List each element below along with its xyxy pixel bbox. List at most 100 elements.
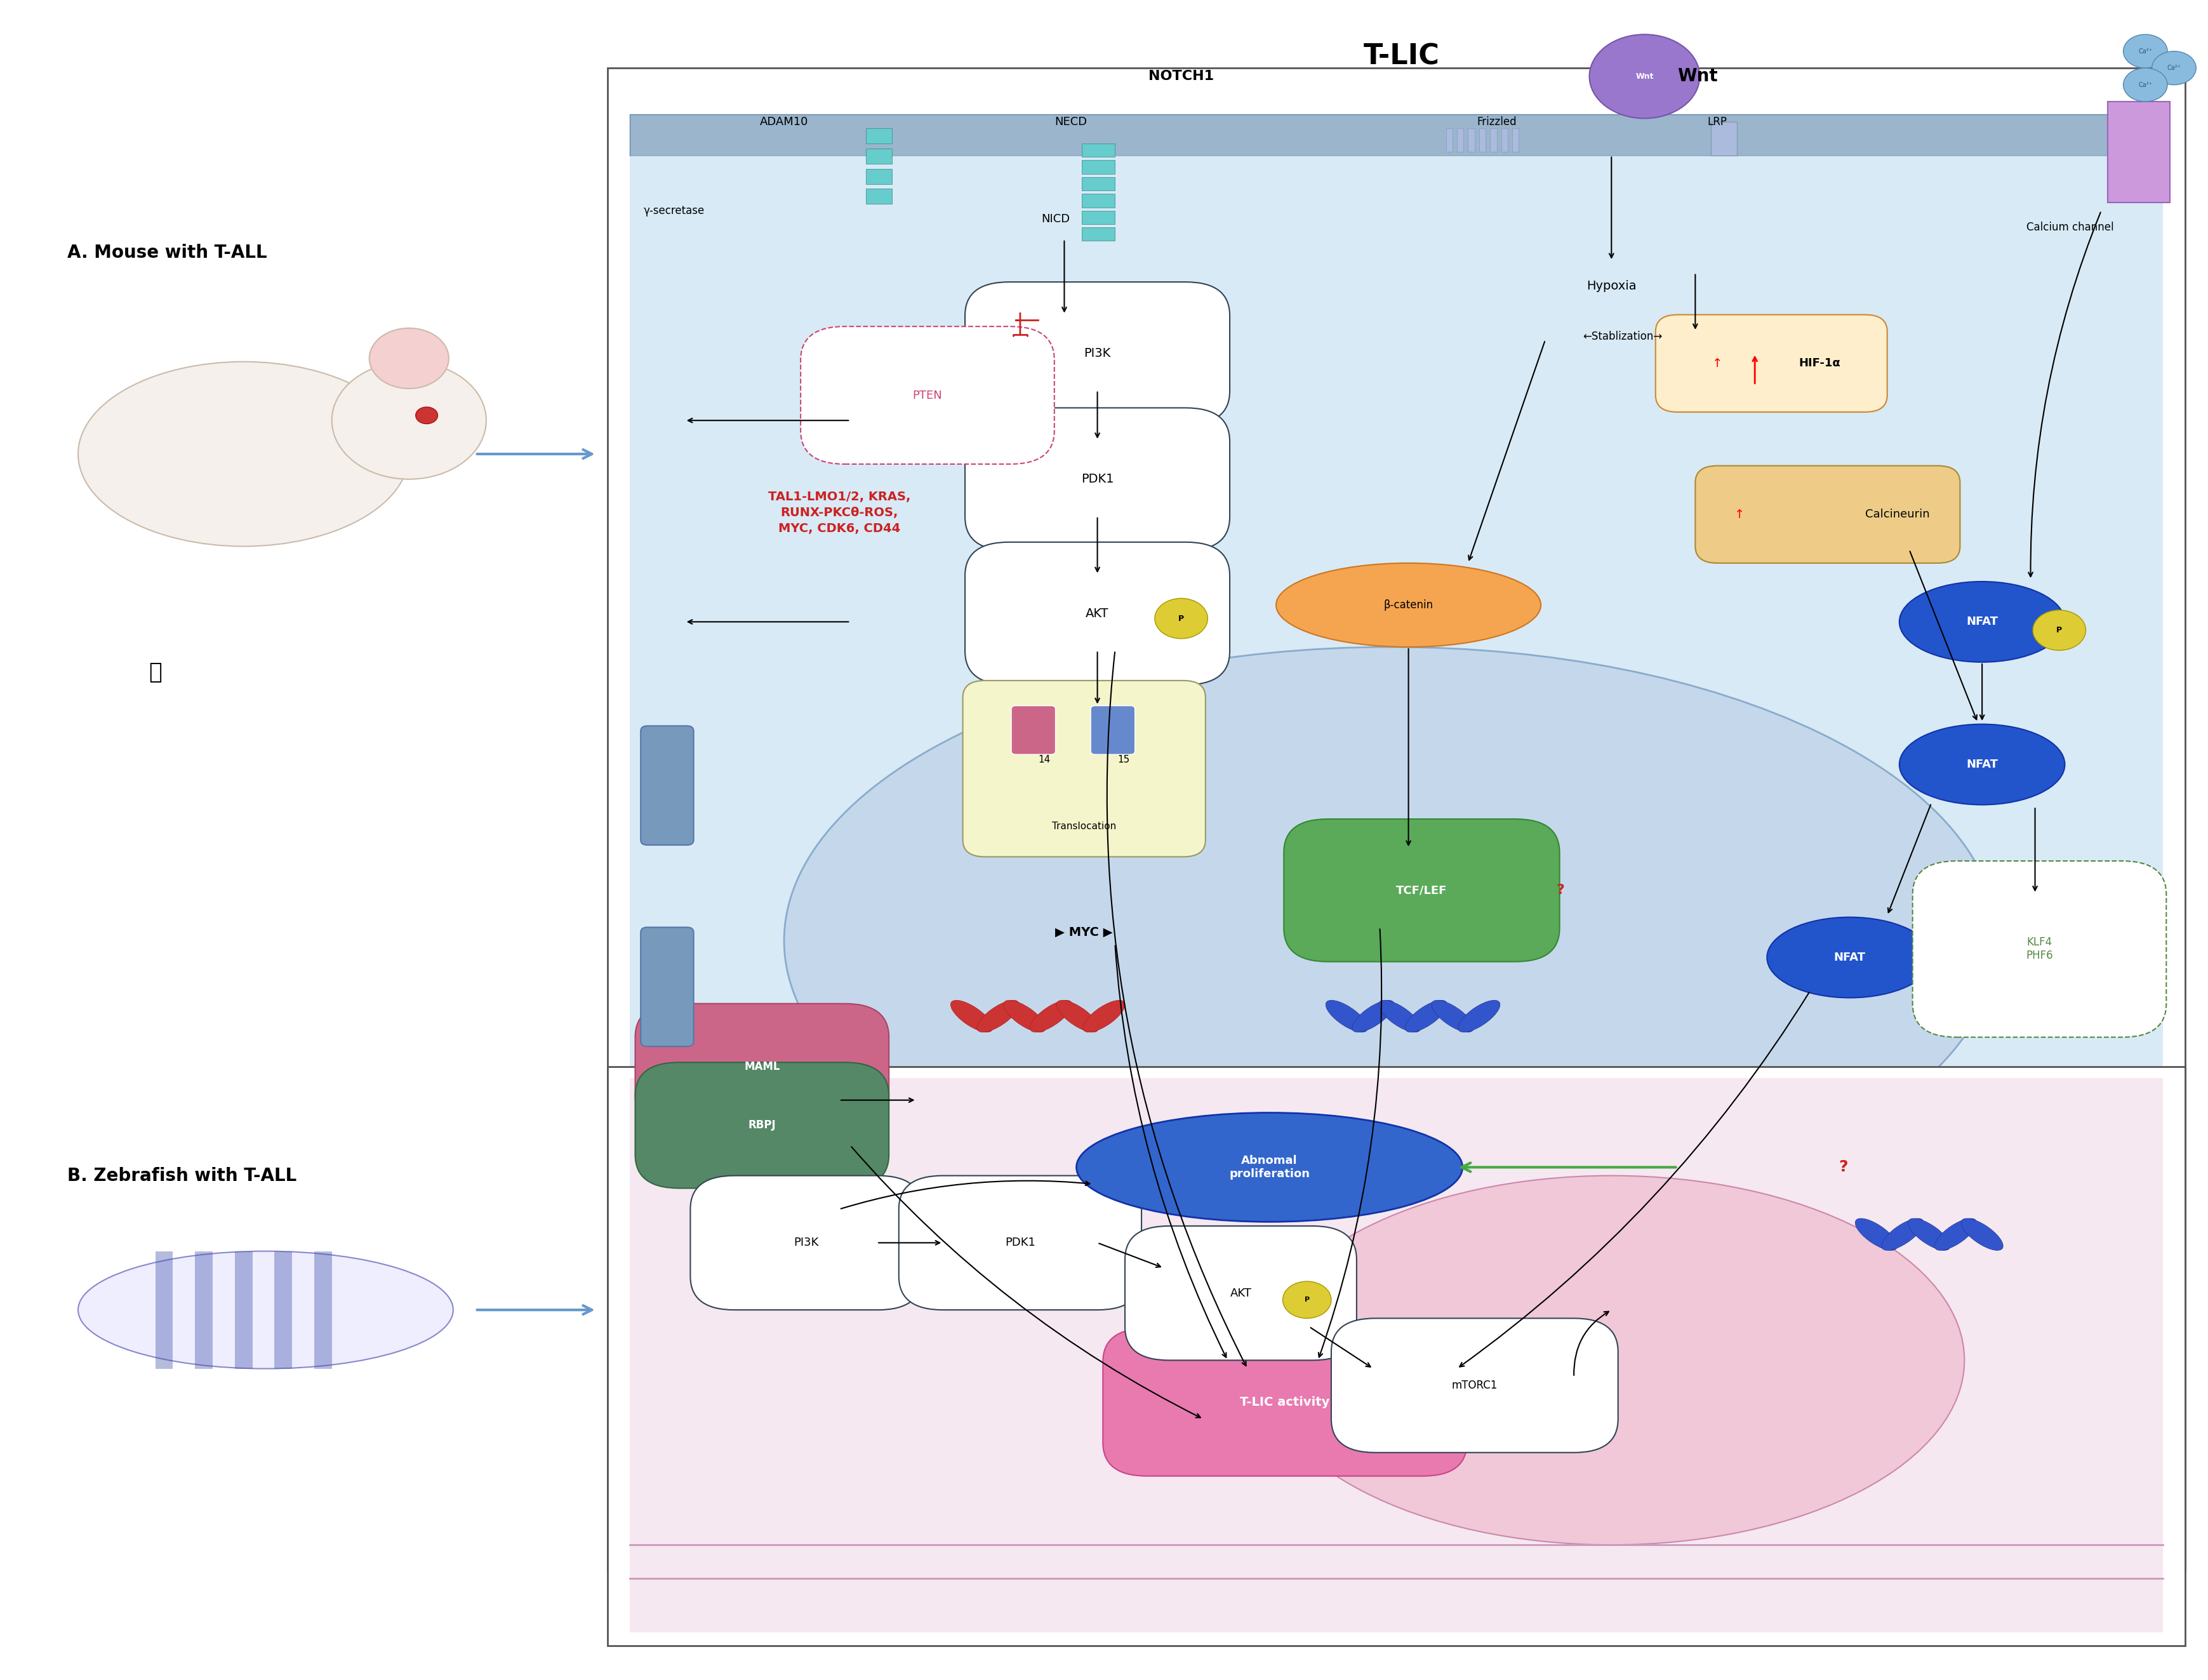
Ellipse shape	[1078, 1112, 1462, 1221]
FancyBboxPatch shape	[1082, 227, 1115, 240]
Ellipse shape	[1766, 917, 1932, 998]
FancyBboxPatch shape	[1457, 128, 1464, 151]
FancyBboxPatch shape	[802, 326, 1055, 464]
Ellipse shape	[1259, 1176, 1965, 1546]
FancyBboxPatch shape	[1912, 860, 2166, 1037]
Text: mTORC1: mTORC1	[1451, 1379, 1497, 1391]
FancyBboxPatch shape	[691, 1176, 923, 1310]
FancyBboxPatch shape	[1082, 210, 1115, 223]
Circle shape	[2124, 35, 2168, 67]
Ellipse shape	[691, 1109, 733, 1141]
FancyBboxPatch shape	[965, 282, 1230, 425]
Ellipse shape	[1908, 1218, 1950, 1250]
FancyBboxPatch shape	[607, 67, 2186, 1571]
Text: ▶ MYC ▶: ▶ MYC ▶	[1055, 926, 1113, 939]
Text: PDK1: PDK1	[1082, 474, 1113, 486]
FancyBboxPatch shape	[1104, 1329, 1466, 1477]
Text: ADAM10: ADAM10	[760, 116, 808, 128]
Circle shape	[1283, 1282, 1331, 1319]
Circle shape	[2034, 610, 2087, 650]
FancyBboxPatch shape	[963, 680, 1206, 857]
Ellipse shape	[1431, 1000, 1473, 1032]
Ellipse shape	[978, 1000, 1020, 1032]
FancyBboxPatch shape	[1501, 128, 1508, 151]
Text: RBPJ: RBPJ	[749, 1119, 775, 1131]
FancyBboxPatch shape	[274, 1252, 291, 1369]
Text: ←Stablization→: ←Stablization→	[1583, 331, 1663, 343]
Ellipse shape	[784, 647, 1998, 1235]
Ellipse shape	[1899, 724, 2064, 805]
FancyBboxPatch shape	[1696, 465, 1961, 563]
Ellipse shape	[1899, 581, 2064, 662]
FancyBboxPatch shape	[1082, 143, 1115, 156]
Text: NFAT: NFAT	[1965, 759, 1998, 769]
Ellipse shape	[1378, 1000, 1420, 1032]
Text: Ca²⁺: Ca²⁺	[2166, 66, 2182, 71]
FancyBboxPatch shape	[234, 1252, 252, 1369]
FancyBboxPatch shape	[640, 726, 693, 845]
FancyBboxPatch shape	[866, 168, 892, 183]
FancyBboxPatch shape	[314, 1252, 331, 1369]
Text: TAL1-LMO1/2, KRAS,
RUNX-PKCθ-ROS,
MYC, CDK6, CD44: TAL1-LMO1/2, KRAS, RUNX-PKCθ-ROS, MYC, C…	[768, 491, 910, 534]
Text: 14: 14	[1038, 754, 1051, 764]
Ellipse shape	[1351, 1000, 1393, 1032]
Text: KLF4
PHF6: KLF4 PHF6	[2027, 937, 2053, 961]
Text: Frizzled: Frizzled	[1477, 116, 1517, 128]
Text: Calcineurin: Calcineurin	[1866, 509, 1930, 521]
Text: PI3K: PI3K	[1084, 348, 1111, 360]
FancyBboxPatch shape	[866, 188, 892, 203]
Text: Ca²⁺: Ca²⁺	[2137, 82, 2153, 87]
FancyBboxPatch shape	[965, 543, 1230, 685]
Ellipse shape	[1005, 1000, 1047, 1032]
Ellipse shape	[1934, 1218, 1976, 1250]
Text: β-catenin: β-catenin	[1384, 600, 1433, 612]
FancyBboxPatch shape	[1711, 121, 1738, 155]
Ellipse shape	[77, 1252, 453, 1369]
Text: P: P	[2056, 627, 2062, 635]
Text: P: P	[1179, 615, 1183, 623]
FancyBboxPatch shape	[1011, 706, 1055, 754]
Text: P: P	[1305, 1297, 1309, 1304]
FancyBboxPatch shape	[1124, 1226, 1356, 1361]
FancyBboxPatch shape	[1082, 193, 1115, 207]
FancyBboxPatch shape	[1490, 128, 1497, 151]
Ellipse shape	[1276, 563, 1541, 647]
Text: Hypoxia: Hypoxia	[1588, 281, 1636, 292]
Circle shape	[2153, 50, 2197, 84]
Ellipse shape	[1325, 1000, 1367, 1032]
Ellipse shape	[665, 1109, 707, 1141]
Text: T-LIC: T-LIC	[1365, 42, 1440, 71]
FancyBboxPatch shape	[629, 1079, 2164, 1633]
Text: ?: ?	[1557, 884, 1565, 897]
FancyBboxPatch shape	[629, 156, 2164, 1554]
Text: T-LIC activity: T-LIC activity	[1241, 1396, 1329, 1408]
Circle shape	[1155, 598, 1208, 638]
Circle shape	[415, 407, 437, 423]
Ellipse shape	[1055, 1000, 1100, 1032]
Circle shape	[369, 328, 448, 388]
Text: ?: ?	[1839, 1159, 1848, 1174]
Text: AKT: AKT	[1230, 1287, 1252, 1299]
Ellipse shape	[952, 1000, 994, 1032]
Text: 💉: 💉	[148, 662, 161, 684]
FancyBboxPatch shape	[965, 408, 1230, 551]
FancyBboxPatch shape	[1446, 128, 1453, 151]
Ellipse shape	[1855, 1218, 1897, 1250]
Ellipse shape	[1404, 1000, 1446, 1032]
FancyBboxPatch shape	[866, 148, 892, 163]
Ellipse shape	[1881, 1218, 1923, 1250]
FancyBboxPatch shape	[1468, 128, 1475, 151]
Text: Abnomal
proliferation: Abnomal proliferation	[1230, 1154, 1309, 1179]
Text: NFAT: NFAT	[1835, 953, 1866, 963]
Text: HIF-1α: HIF-1α	[1800, 358, 1841, 370]
FancyBboxPatch shape	[1331, 1319, 1618, 1453]
Text: Wnt: Wnt	[1678, 67, 1718, 86]
Text: Translocation: Translocation	[1051, 822, 1117, 832]
Text: NICD: NICD	[1042, 213, 1071, 225]
Text: B. Zebrafish with T-ALL: B. Zebrafish with T-ALL	[66, 1166, 296, 1184]
Text: TCF/LEF: TCF/LEF	[1395, 885, 1446, 895]
Ellipse shape	[1457, 1000, 1499, 1032]
FancyBboxPatch shape	[1479, 128, 1486, 151]
Text: NOTCH1: NOTCH1	[1148, 71, 1214, 82]
FancyBboxPatch shape	[1512, 128, 1519, 151]
